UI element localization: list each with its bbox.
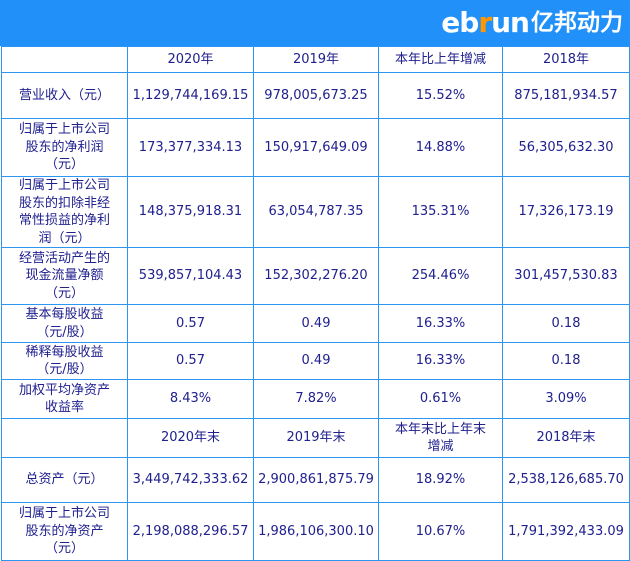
header-cell-2018: 2018年 (502, 46, 630, 73)
row-label-cell: 总资产（元） (1, 457, 128, 504)
value-cell: 7.82% (253, 379, 379, 420)
value-cell: 3.09% (502, 379, 630, 420)
value-cell: 173,377,334.13 (127, 118, 254, 177)
header-cell-empty (1, 418, 128, 459)
value-cell: 0.57 (127, 342, 254, 381)
row-label-cell: 加权平均净资产收益率 (1, 379, 128, 420)
logo-text-chinese: 亿邦动力 (531, 9, 623, 36)
value-cell: 0.61% (378, 379, 503, 420)
row-label-cell: 经营活动产生的现金流量净额（元） (1, 247, 128, 306)
value-cell: 152,302,276.20 (253, 247, 379, 306)
header-cell-2019-end: 2019年末 (253, 418, 379, 459)
value-cell: 17,326,173.19 (502, 175, 630, 249)
value-cell: 0.57 (127, 304, 254, 344)
table-row-operating-cash-flow: 经营活动产生的现金流量净额（元） 539,857,104.43 152,302,… (1, 247, 630, 306)
ebrun-logo: ebrun 亿邦动力 (441, 9, 623, 37)
value-cell: 16.33% (378, 342, 503, 381)
header-cell-2020: 2020年 (127, 46, 254, 73)
table-row-net-profit: 归属于上市公司股东的净利润（元） 173,377,334.13 150,917,… (1, 118, 630, 177)
value-cell: 2,198,088,296.57 (127, 502, 254, 561)
value-cell: 1,129,744,169.15 (127, 72, 254, 119)
value-cell: 2,538,126,685.70 (502, 457, 630, 504)
row-label-cell: 归属于上市公司股东的净资产（元） (1, 502, 128, 561)
value-cell: 10.67% (378, 502, 503, 561)
logo-text-latin: ebrun (441, 6, 530, 39)
table-row-weighted-avg-roe: 加权平均净资产收益率 8.43% 7.82% 0.61% 3.09% (1, 379, 630, 420)
header-cell-2018-end: 2018年末 (502, 418, 630, 459)
table-row-basic-eps: 基本每股收益（元/股） 0.57 0.49 16.33% 0.18 (1, 304, 630, 344)
value-cell: 148,375,918.31 (127, 175, 254, 249)
header-cell-yoy-change: 本年比上年增减 (378, 46, 503, 73)
value-cell: 254.46% (378, 247, 503, 306)
value-cell: 0.49 (253, 342, 379, 381)
row-label-cell: 归属于上市公司股东的扣除非经常性损益的净利润（元） (1, 175, 128, 249)
table-header-row-annual: 2020年 2019年 本年比上年增减 2018年 (1, 46, 630, 73)
value-cell: 150,917,649.09 (253, 118, 379, 177)
value-cell: 16.33% (378, 304, 503, 344)
row-label-cell: 基本每股收益（元/股） (1, 304, 128, 344)
value-cell: 0.49 (253, 304, 379, 344)
value-cell: 18.92% (378, 457, 503, 504)
value-cell: 978,005,673.25 (253, 72, 379, 119)
value-cell: 0.18 (502, 342, 630, 381)
value-cell: 135.31% (378, 175, 503, 249)
table-row-total-assets: 总资产（元） 3,449,742,333.62 2,900,861,875.79… (1, 457, 630, 504)
table-row-diluted-eps: 稀释每股收益（元/股） 0.57 0.49 16.33% 0.18 (1, 342, 630, 381)
value-cell: 3,449,742,333.62 (127, 457, 254, 504)
header-cell-2020-end: 2020年末 (127, 418, 254, 459)
table-row-net-assets: 归属于上市公司股东的净资产（元） 2,198,088,296.57 1,986,… (1, 502, 630, 561)
header-cell-2019: 2019年 (253, 46, 379, 73)
value-cell: 15.52% (378, 72, 503, 119)
table-header-row-year-end: 2020年末 2019年末 本年末比上年末增减 2018年末 (1, 418, 630, 459)
value-cell: 56,305,632.30 (502, 118, 630, 177)
value-cell: 539,857,104.43 (127, 247, 254, 306)
value-cell: 1,986,106,300.10 (253, 502, 379, 561)
logo-accent-letter: r (478, 6, 492, 39)
top-banner: ebrun 亿邦动力 (0, 0, 630, 46)
table-row-revenue: 营业收入（元） 1,129,744,169.15 978,005,673.25 … (1, 72, 630, 119)
value-cell: 2,900,861,875.79 (253, 457, 379, 504)
table-row-net-profit-deducted: 归属于上市公司股东的扣除非经常性损益的净利润（元） 148,375,918.31… (1, 175, 630, 249)
header-cell-empty (1, 46, 128, 73)
value-cell: 1,791,392,433.09 (502, 502, 630, 561)
value-cell: 63,054,787.35 (253, 175, 379, 249)
row-label-cell: 归属于上市公司股东的净利润（元） (1, 118, 128, 177)
financial-results-table: 2020年 2019年 本年比上年增减 2018年 营业收入（元） 1,129,… (1, 46, 630, 561)
header-cell-year-end-change: 本年末比上年末增减 (378, 418, 503, 459)
row-label-cell: 营业收入（元） (1, 72, 128, 119)
value-cell: 14.88% (378, 118, 503, 177)
value-cell: 8.43% (127, 379, 254, 420)
value-cell: 301,457,530.83 (502, 247, 630, 306)
row-label-cell: 稀释每股收益（元/股） (1, 342, 128, 381)
value-cell: 0.18 (502, 304, 630, 344)
value-cell: 875,181,934.57 (502, 72, 630, 119)
